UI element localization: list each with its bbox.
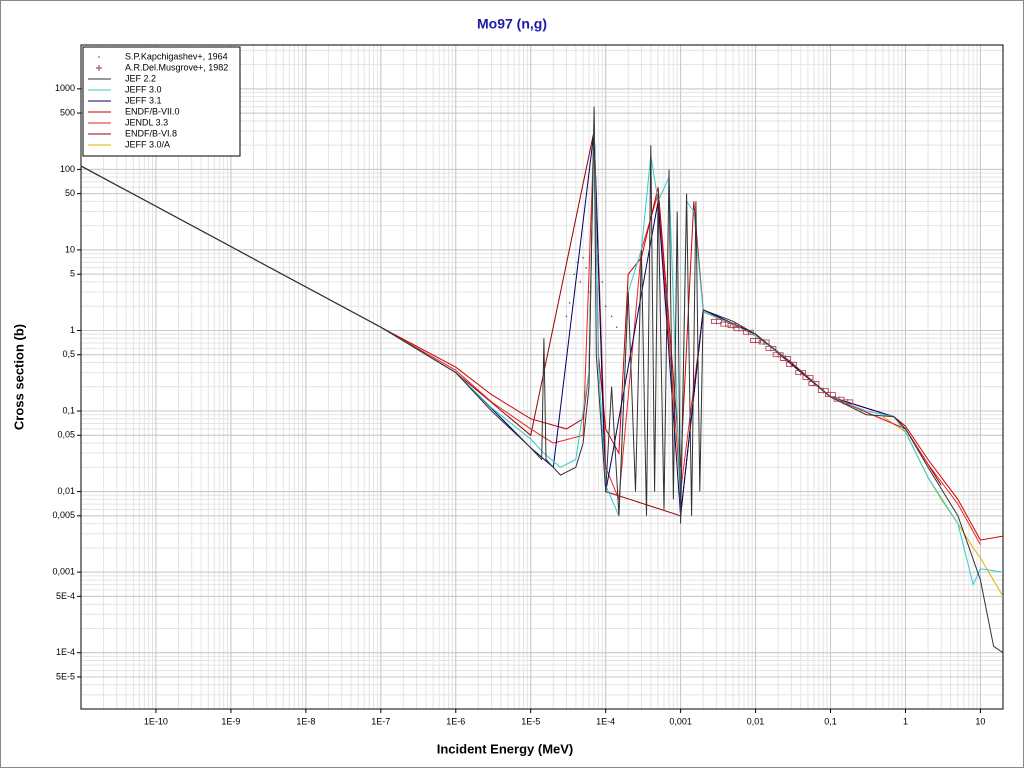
legend-label: S.P.Kapchigashev+, 1964 — [125, 51, 228, 61]
plot-layer — [81, 106, 1003, 654]
legend-swatch — [98, 56, 100, 58]
y-axis-label: Cross section (b) — [11, 324, 26, 430]
series-line — [81, 120, 1003, 541]
data-point — [720, 321, 732, 328]
data-point — [842, 398, 854, 405]
y-tick-label: 1000 — [55, 83, 75, 93]
data-point — [582, 256, 584, 259]
x-tick-label: 1 — [903, 716, 908, 726]
data-point — [733, 325, 745, 332]
data-point — [795, 369, 807, 376]
data-point — [765, 345, 777, 352]
x-tick-label: 1E-5 — [521, 716, 540, 726]
data-point — [610, 315, 613, 318]
y-tick-label: 0,05 — [57, 430, 75, 440]
legend-label: ENDF/B-VI.8 — [125, 128, 177, 138]
data-point — [601, 281, 604, 283]
y-tick-label: 0,5 — [62, 349, 75, 359]
legend-label: JENDL 3.3 — [125, 117, 168, 127]
y-tick-label: 10 — [65, 244, 75, 254]
data-point — [579, 281, 582, 283]
x-axis-label: Incident Energy (MeV) — [437, 741, 574, 756]
x-tick-label: 1E-9 — [221, 716, 240, 726]
y-tick-label: 5E-4 — [56, 591, 75, 601]
data-point — [742, 329, 754, 336]
legend-label: A.R.Del.Musgrove+, 1982 — [125, 62, 228, 72]
y-tick-label: 0,01 — [57, 486, 75, 496]
data-point — [585, 267, 588, 269]
chart-title: Mo97 (n,g) — [477, 16, 547, 32]
y-tick-label: 1 — [70, 325, 75, 335]
y-tick-label: 0,1 — [62, 405, 75, 415]
data-point — [573, 273, 575, 275]
data-point — [758, 338, 770, 345]
data-point — [808, 380, 820, 387]
data-point — [727, 322, 739, 329]
x-tick-label: 0,001 — [669, 716, 692, 726]
data-point — [825, 391, 836, 398]
plot-area — [80, 44, 1004, 710]
data-point — [710, 318, 722, 325]
x-tick-label: 10 — [975, 716, 985, 726]
y-tick-label: 50 — [65, 188, 75, 198]
legend-label: JEFF 3.0 — [125, 84, 162, 94]
x-tick-label: 0,01 — [747, 716, 765, 726]
y-tick-label: 1E-4 — [56, 647, 75, 657]
data-point — [802, 374, 814, 381]
y-tick-label: 5E-5 — [56, 671, 75, 681]
x-tick-label: 0,1 — [824, 716, 837, 726]
data-point — [588, 291, 590, 293]
data-point — [750, 337, 761, 344]
x-tick-label: 1E-6 — [446, 716, 465, 726]
y-tick-label: 5 — [70, 269, 75, 279]
x-tick-label: 1E-10 — [144, 716, 168, 726]
series-line — [81, 130, 981, 545]
legend-label: JEF 2.2 — [125, 73, 156, 83]
data-point — [597, 261, 600, 264]
data-point — [568, 302, 571, 304]
y-tick-label: 0,005 — [52, 510, 75, 520]
data-point — [615, 326, 618, 328]
data-point — [604, 305, 607, 308]
y-tick-label: 500 — [60, 107, 75, 117]
legend-label: JEFF 3.1 — [125, 95, 162, 105]
legend-label: ENDF/B-VII.0 — [125, 106, 180, 116]
legend-swatch — [96, 65, 102, 71]
data-point — [780, 355, 791, 362]
x-tick-label: 1E-7 — [371, 716, 390, 726]
data-point — [576, 261, 579, 264]
data-point — [833, 396, 845, 403]
legend-label: JEFF 3.0/A — [125, 139, 170, 149]
y-tick-label: 100 — [60, 164, 75, 174]
y-tick-label: 0,001 — [52, 567, 75, 577]
data-point — [785, 361, 797, 368]
data-point — [565, 315, 568, 318]
x-tick-label: 1E-4 — [596, 716, 615, 726]
x-tick-label: 1E-8 — [296, 716, 315, 726]
